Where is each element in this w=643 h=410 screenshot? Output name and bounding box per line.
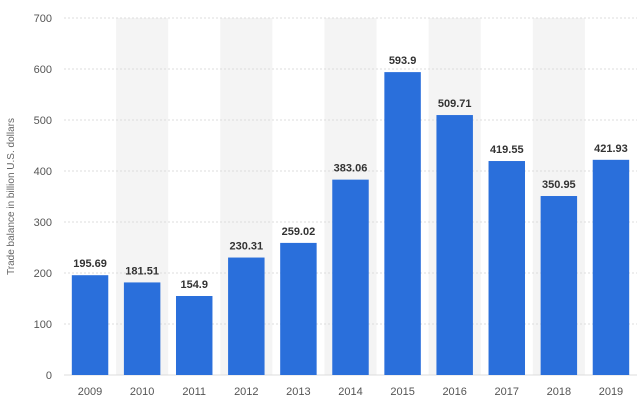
bars bbox=[71, 72, 630, 376]
y-axis-title: Trade balance in billion U.S. dollars bbox=[6, 118, 17, 275]
y-tick-label: 200 bbox=[34, 268, 52, 280]
bar-2014[interactable] bbox=[332, 179, 369, 375]
data-label-2017: 419.55 bbox=[490, 144, 524, 156]
y-tick-label: 300 bbox=[34, 217, 52, 229]
x-tick-label-2012: 2012 bbox=[234, 386, 258, 398]
data-label-2013: 259.02 bbox=[282, 226, 316, 238]
data-labels: 195.69 181.51 154.9 230.31 259.02 383.06 593.9… bbox=[73, 55, 628, 291]
y-tick-label: 0 bbox=[46, 370, 52, 382]
bar-2019[interactable] bbox=[592, 159, 630, 375]
data-label-2010: 181.51 bbox=[125, 265, 159, 277]
y-tick-label: 600 bbox=[34, 64, 52, 76]
bar-2018[interactable] bbox=[540, 196, 578, 375]
y-tick-label: 500 bbox=[34, 115, 52, 127]
x-tick-label-2011: 2011 bbox=[182, 386, 206, 398]
x-tick-label-2017: 2017 bbox=[495, 386, 519, 398]
x-tick-label-2013: 2013 bbox=[286, 386, 310, 398]
data-label-2016: 509.71 bbox=[438, 98, 472, 110]
data-label-2011: 154.9 bbox=[180, 279, 208, 291]
x-tick-label-2009: 2009 bbox=[78, 386, 102, 398]
x-tick-label-2018: 2018 bbox=[547, 386, 571, 398]
data-label-2015: 593.9 bbox=[389, 55, 417, 67]
x-tick-label-2014: 2014 bbox=[338, 386, 362, 398]
y-tick-label: 400 bbox=[34, 166, 52, 178]
data-label-2019: 421.93 bbox=[594, 143, 628, 155]
bar-2010[interactable] bbox=[123, 282, 161, 375]
y-axis-ticks: 0 100 200 300 400 500 600 700 bbox=[34, 13, 52, 382]
data-label-2014: 383.06 bbox=[334, 163, 368, 175]
bar-2011[interactable] bbox=[175, 296, 213, 375]
y-tick-label: 700 bbox=[34, 13, 52, 25]
bar-2012[interactable] bbox=[228, 257, 265, 375]
x-tick-label-2015: 2015 bbox=[390, 386, 414, 398]
x-axis-ticks: 2009 2010 2011 2012 2013 2014 2015 2016 2017 2018… bbox=[78, 386, 623, 398]
data-label-2009: 195.69 bbox=[73, 258, 107, 270]
bar-2009[interactable] bbox=[71, 275, 109, 375]
x-tick-label-2016: 2016 bbox=[442, 386, 466, 398]
data-label-2018: 350.95 bbox=[542, 179, 576, 191]
bar-2013[interactable] bbox=[280, 242, 317, 375]
x-tick-label-2019: 2019 bbox=[599, 386, 623, 398]
bar-2015[interactable] bbox=[384, 72, 421, 376]
bar-2017[interactable] bbox=[488, 161, 526, 375]
data-label-2012: 230.31 bbox=[229, 241, 263, 253]
x-tick-label-2010: 2010 bbox=[130, 386, 154, 398]
bar-2016[interactable] bbox=[436, 115, 473, 375]
y-tick-label: 100 bbox=[34, 319, 52, 331]
